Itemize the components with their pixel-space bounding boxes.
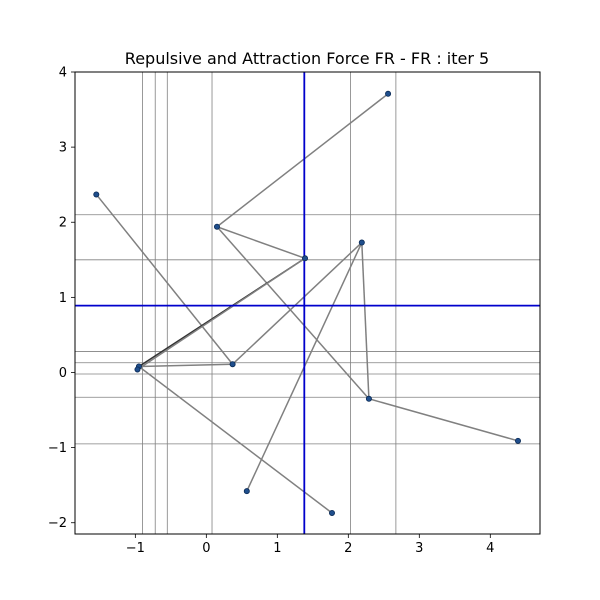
y-tick-label-0: −2: [48, 516, 67, 531]
y-tick-label-2: 0: [59, 366, 67, 381]
node-n6: [134, 366, 141, 373]
edge-n5-n11: [138, 365, 333, 514]
axis-ticks: −1 0 1 2 3 4 −2 −1 0 1 2 3 4: [48, 66, 495, 557]
edge-n7-n4: [232, 241, 363, 365]
edge-n2-n1: [216, 93, 389, 228]
y-tick-label-4: 2: [59, 216, 67, 231]
x-tick-label-4: 3: [415, 541, 423, 556]
x-tick-label-5: 4: [486, 541, 494, 556]
node-n0: [93, 191, 100, 198]
node-n10: [243, 488, 250, 495]
edge-n2-n8: [216, 226, 370, 400]
x-tick-label-0: −1: [126, 541, 145, 556]
graph-edges: [95, 93, 519, 514]
edge-n3-n6: [137, 257, 306, 371]
edge-n7-n5: [138, 363, 233, 368]
edge-n2-n3: [216, 226, 306, 260]
x-tick-label-2: 1: [273, 541, 281, 556]
edge-n0-n7: [95, 193, 234, 365]
y-tick-label-3: 1: [59, 291, 67, 306]
x-tick-label-1: 0: [202, 541, 210, 556]
node-n3: [302, 255, 309, 262]
node-n7: [229, 361, 236, 368]
force-lines: [75, 72, 540, 534]
plot-frame: [74, 71, 541, 535]
node-n1: [385, 90, 392, 97]
node-n2: [213, 223, 220, 230]
y-tick-label-5: 3: [59, 141, 67, 156]
node-n9: [514, 437, 521, 444]
chart-title: Repulsive and Attraction Force FR - FR :…: [125, 49, 489, 68]
y-tick-label-1: −1: [48, 441, 67, 456]
node-n11: [328, 509, 335, 516]
node-n8: [365, 395, 372, 402]
graph-nodes: [93, 90, 521, 516]
grid-lines: [75, 72, 540, 534]
edge-n8-n9: [368, 398, 519, 442]
x-tick-label-3: 2: [344, 541, 352, 556]
node-n4: [358, 239, 365, 246]
edge-n4-n8: [361, 242, 370, 399]
y-tick-label-6: 4: [59, 66, 67, 81]
